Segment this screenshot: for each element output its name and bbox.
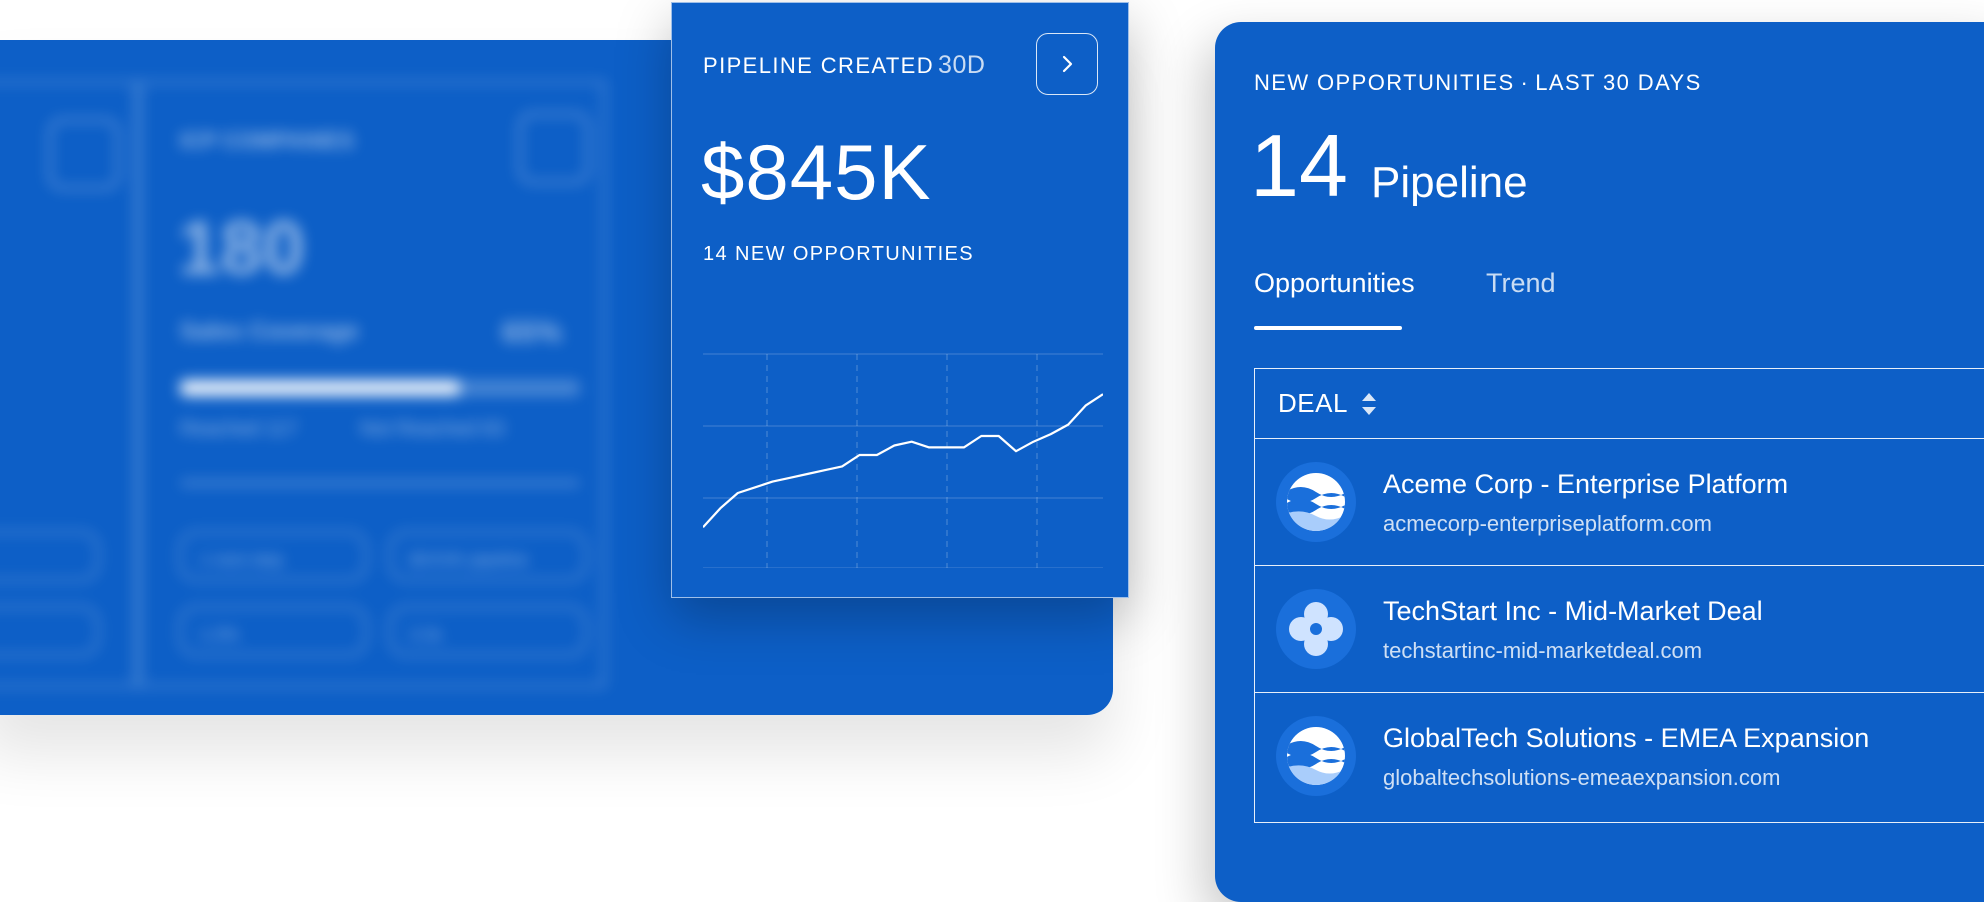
deal-domain: acmecorp-enterpriseplatform.com (1383, 511, 1712, 536)
deals-table: DEAL Aceme Corp - Enterprise Platfor (1254, 368, 1984, 823)
background-pill-next-step: 1 next step (178, 530, 368, 582)
deal-name: Aceme Corp - Enterprise Platform (1383, 469, 1789, 499)
deal-name: GlobalTech Solutions - EMEA Expansion (1383, 723, 1870, 753)
opportunities-header-separator: · (1520, 70, 1530, 95)
deal-column-header[interactable]: DEAL (1255, 369, 1984, 439)
background-pill-pipeline: $XXXK pipeline (388, 530, 588, 582)
pipeline-card-subtitle: 14 NEW OPPORTUNITIES (703, 243, 975, 265)
background-legend-reached: Reached 117 (180, 418, 298, 440)
background-card-icp (138, 80, 606, 688)
opportunities-count-label: Pipeline (1371, 158, 1528, 207)
opportunities-header-title: NEW OPPORTUNITIES (1254, 70, 1515, 95)
waves-logo-icon (1276, 716, 1356, 796)
pipeline-sparkline-line (703, 393, 1103, 528)
clover-logo-icon (1276, 589, 1356, 669)
background-pill-left-2 (0, 605, 100, 657)
deal-domain: techstartinc-mid-marketdeal.com (1383, 638, 1703, 663)
pipeline-card-title-text: PIPELINE CREATED (703, 53, 935, 78)
active-tab-indicator (1254, 326, 1402, 330)
background-divider (180, 480, 580, 486)
pipeline-card-open-button[interactable] (1036, 33, 1098, 95)
background-pill-multiple: 2.3x (388, 605, 588, 657)
deal-column-label: DEAL (1278, 388, 1348, 418)
background-legend-not-reached: Not Reached 63 (360, 418, 505, 440)
background-card-title: ICP COMPANIES (180, 128, 354, 153)
pipeline-sparkline-chart (703, 353, 1103, 568)
background-card-value: 180 (178, 206, 305, 291)
tab-trend[interactable]: Trend (1486, 268, 1556, 298)
background-coverage-label: Sales Coverage (180, 318, 359, 345)
deal-domain: globaltechsolutions-emeaexpansion.com (1383, 765, 1781, 790)
background-card-arrow-button (518, 112, 590, 184)
background-coverage-fill (180, 380, 460, 396)
background-coverage-percent: 65% (502, 316, 563, 349)
pipeline-card-value: $845K (701, 128, 932, 216)
background-arrow-button (48, 118, 120, 190)
sort-icon[interactable] (1360, 390, 1378, 418)
opportunities-count: 14 (1250, 116, 1348, 215)
background-pill-rate: 1.3% (178, 605, 368, 657)
background-pill-left-1 (0, 530, 100, 582)
waves-logo-icon (1276, 462, 1356, 542)
pipeline-card-period: 30D (938, 51, 986, 79)
table-row[interactable]: GlobalTech Solutions - EMEA Expansion gl… (1255, 693, 1984, 820)
tab-opportunities[interactable]: Opportunities (1254, 268, 1415, 298)
table-row[interactable]: TechStart Inc - Mid-Market Deal techstar… (1255, 566, 1984, 693)
pipeline-created-card: PIPELINE CREATED 30D $845K 14 NEW OPPORTU… (671, 2, 1129, 598)
pipeline-card-title: PIPELINE CREATED 30D (703, 51, 985, 80)
opportunities-card-header: NEW OPPORTUNITIES · LAST 30 DAYS (1254, 70, 1702, 96)
deal-name: TechStart Inc - Mid-Market Deal (1383, 596, 1763, 626)
new-opportunities-card: NEW OPPORTUNITIES · LAST 30 DAYS 14 Pipeli… (1215, 22, 1984, 902)
opportunities-header-period: LAST 30 DAYS (1535, 70, 1702, 95)
background-card-left (0, 80, 138, 688)
chevron-right-icon (1062, 55, 1073, 73)
table-row[interactable]: Aceme Corp - Enterprise Platform acmecor… (1255, 439, 1984, 566)
background-blurred-content: ICP COMPANIES 180 Sales Coverage 65% Rea… (0, 40, 1113, 715)
